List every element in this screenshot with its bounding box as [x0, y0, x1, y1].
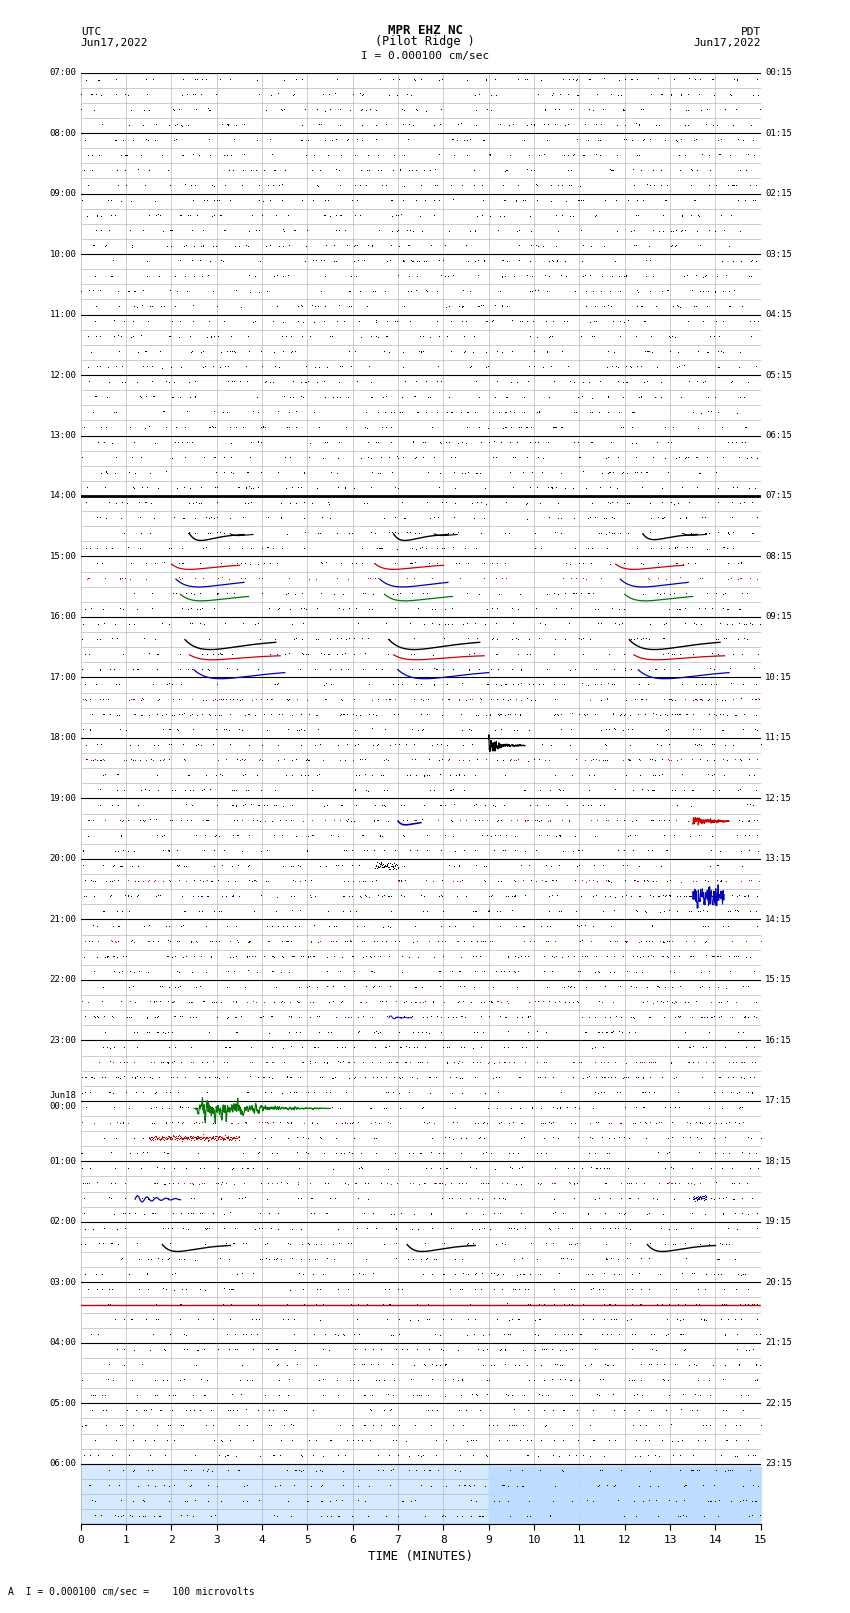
Text: 05:15: 05:15 [765, 371, 792, 379]
Text: Jun17,2022: Jun17,2022 [81, 39, 148, 48]
Text: 19:15: 19:15 [765, 1218, 792, 1226]
Text: 21:00: 21:00 [49, 915, 76, 924]
Text: 09:15: 09:15 [765, 613, 792, 621]
Text: 10:15: 10:15 [765, 673, 792, 682]
Text: 03:00: 03:00 [49, 1277, 76, 1287]
Text: 15:00: 15:00 [49, 552, 76, 561]
Text: 07:00: 07:00 [49, 68, 76, 77]
Text: 18:00: 18:00 [49, 734, 76, 742]
X-axis label: TIME (MINUTES): TIME (MINUTES) [368, 1550, 473, 1563]
Text: 02:00: 02:00 [49, 1218, 76, 1226]
Text: 18:15: 18:15 [765, 1157, 792, 1166]
Text: 21:15: 21:15 [765, 1339, 792, 1347]
Text: 20:15: 20:15 [765, 1277, 792, 1287]
Text: A  I = 0.000100 cm/sec =    100 microvolts: A I = 0.000100 cm/sec = 100 microvolts [8, 1587, 255, 1597]
Text: 20:00: 20:00 [49, 855, 76, 863]
Text: 03:15: 03:15 [765, 250, 792, 258]
Text: UTC: UTC [81, 27, 101, 37]
Text: 05:00: 05:00 [49, 1398, 76, 1408]
Text: 01:15: 01:15 [765, 129, 792, 137]
Text: 06:00: 06:00 [49, 1460, 76, 1468]
Text: 07:15: 07:15 [765, 492, 792, 500]
Text: 15:15: 15:15 [765, 976, 792, 984]
Text: 16:15: 16:15 [765, 1036, 792, 1045]
Text: 14:15: 14:15 [765, 915, 792, 924]
Text: MPR EHZ NC: MPR EHZ NC [388, 24, 462, 37]
Text: Jun17,2022: Jun17,2022 [694, 39, 761, 48]
Text: 04:00: 04:00 [49, 1339, 76, 1347]
Text: 12:00: 12:00 [49, 371, 76, 379]
Text: 16:00: 16:00 [49, 613, 76, 621]
Text: 13:15: 13:15 [765, 855, 792, 863]
Text: 08:15: 08:15 [765, 552, 792, 561]
Text: 22:00: 22:00 [49, 976, 76, 984]
Bar [81, 1465, 761, 1524]
Text: I = 0.000100 cm/sec: I = 0.000100 cm/sec [361, 52, 489, 61]
Text: 17:15: 17:15 [765, 1097, 792, 1105]
Text: 23:15: 23:15 [765, 1460, 792, 1468]
Text: 17:00: 17:00 [49, 673, 76, 682]
Text: 04:15: 04:15 [765, 310, 792, 319]
Text: 06:15: 06:15 [765, 431, 792, 440]
Text: 01:00: 01:00 [49, 1157, 76, 1166]
Text: 09:00: 09:00 [49, 189, 76, 198]
Text: 22:15: 22:15 [765, 1398, 792, 1408]
Text: 14:00: 14:00 [49, 492, 76, 500]
Text: PDT: PDT [740, 27, 761, 37]
Text: 11:15: 11:15 [765, 734, 792, 742]
Text: 11:00: 11:00 [49, 310, 76, 319]
Text: 08:00: 08:00 [49, 129, 76, 137]
Text: 02:15: 02:15 [765, 189, 792, 198]
Text: 10:00: 10:00 [49, 250, 76, 258]
Text: (Pilot Ridge ): (Pilot Ridge ) [375, 35, 475, 48]
Text: 13:00: 13:00 [49, 431, 76, 440]
Text: 12:15: 12:15 [765, 794, 792, 803]
Text: Jun18
00:00: Jun18 00:00 [49, 1090, 76, 1111]
Text: 23:00: 23:00 [49, 1036, 76, 1045]
Text: 19:00: 19:00 [49, 794, 76, 803]
Text: 00:15: 00:15 [765, 68, 792, 77]
